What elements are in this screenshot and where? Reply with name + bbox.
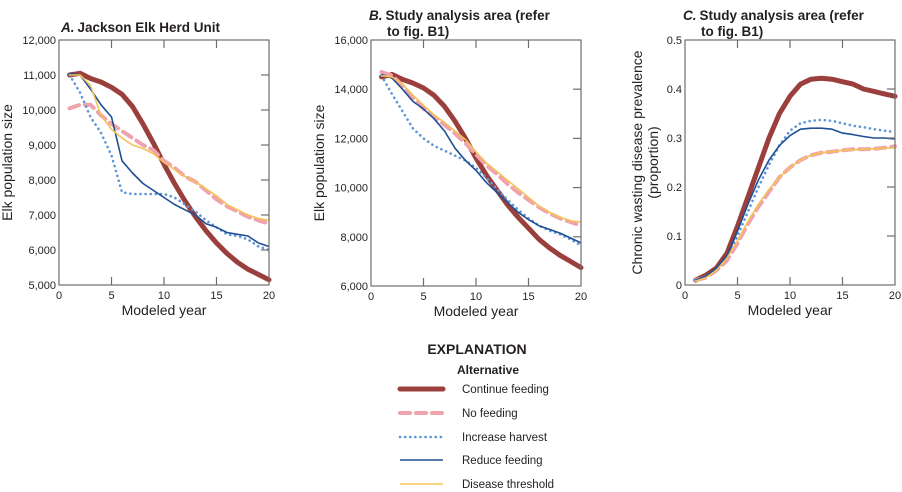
y-tick-label: 12,000 bbox=[334, 133, 368, 145]
y-tick-label: 6,000 bbox=[28, 245, 56, 257]
x-tick-label: 15 bbox=[522, 291, 534, 303]
y-tick-label: 8,000 bbox=[340, 232, 368, 244]
y-axis-label: Chronic wasting disease prevalence bbox=[629, 50, 645, 274]
legend-item: Disease threshold bbox=[400, 479, 554, 491]
x-tick-label: 0 bbox=[368, 291, 374, 303]
series-line-reduce-feeding bbox=[695, 127, 896, 281]
x-tick-label: 10 bbox=[470, 291, 482, 303]
legend-item: No feeding bbox=[398, 408, 518, 420]
series-line-increase-harvest bbox=[380, 74, 583, 247]
x-tick-label: 5 bbox=[420, 291, 426, 303]
legend-item: Increase harvest bbox=[398, 432, 548, 444]
x-axis-label: Modeled year bbox=[434, 303, 519, 319]
series-line-disease-threshold bbox=[695, 147, 896, 282]
chart-panel-b: B. Study analysis area (refer to fig. B1) 0… bbox=[311, 8, 587, 319]
x-tick-label: 10 bbox=[158, 290, 170, 302]
series-line-disease-threshold bbox=[381, 74, 582, 223]
y-tick-label: 11,000 bbox=[23, 70, 56, 82]
chart-title-line: to fig. B1) bbox=[701, 24, 763, 39]
y-tick-label: 16,000 bbox=[334, 35, 368, 47]
series-line-increase-harvest bbox=[68, 73, 271, 252]
x-tick-label: 5 bbox=[734, 290, 740, 302]
series-line-continue-feeding bbox=[693, 75, 898, 283]
y-tick-label: 12,000 bbox=[22, 35, 56, 47]
chart-title: A. Jackson Elk Herd Unit bbox=[60, 20, 221, 35]
legend-label: Increase harvest bbox=[462, 432, 548, 444]
series-line-disease-threshold bbox=[69, 74, 270, 222]
chart-title-line: Jackson Elk Herd Unit bbox=[78, 20, 221, 35]
y-tick-label: 10,000 bbox=[334, 183, 368, 195]
y-tick-label: 8,000 bbox=[28, 175, 56, 187]
x-tick-label: 20 bbox=[263, 290, 275, 302]
y-tick-label: 0.3 bbox=[667, 133, 682, 145]
y-tick-label: 9,000 bbox=[28, 140, 56, 152]
y-tick-label: 10,000 bbox=[22, 105, 56, 117]
panel-letter: C. bbox=[683, 8, 697, 23]
y-axis-label: Elk population size bbox=[0, 104, 15, 221]
series-line-increase-harvest bbox=[694, 118, 897, 282]
y-tick-label: 14,000 bbox=[334, 84, 368, 96]
y-tick-label: 0.1 bbox=[667, 231, 682, 243]
legend-label: Disease threshold bbox=[462, 479, 554, 491]
chart-panel-a: A. Jackson Elk Herd Unit 0 5 10 15 20 5,000 6,00… bbox=[0, 20, 275, 318]
y-tick-label: 7,000 bbox=[28, 210, 56, 222]
x-tick-label: 10 bbox=[784, 290, 796, 302]
y-axis-label: (proportion) bbox=[645, 126, 661, 198]
legend: EXPLANATION Alternative Continue feeding… bbox=[397, 341, 554, 491]
x-tick-label: 5 bbox=[108, 290, 114, 302]
chart-title-line: Study analysis area (refer bbox=[386, 8, 551, 23]
x-axis-label: Modeled year bbox=[122, 302, 207, 318]
legend-label: No feeding bbox=[462, 408, 518, 420]
legend-heading: EXPLANATION bbox=[427, 341, 526, 357]
y-tick-label: 0.5 bbox=[667, 35, 682, 47]
chart-title: C. Study analysis area (refer to fig. B1) bbox=[683, 8, 865, 39]
y-tick-label: 0.4 bbox=[667, 84, 682, 96]
series-line-no-feeding bbox=[379, 70, 583, 228]
x-tick-label: 0 bbox=[682, 290, 688, 302]
chart-title-line: to fig. B1) bbox=[387, 24, 449, 39]
series-line-reduce-feeding bbox=[381, 73, 582, 244]
legend-item: Reduce feeding bbox=[400, 455, 543, 467]
panel-letter: B. bbox=[369, 8, 383, 23]
legend-label: Continue feeding bbox=[462, 384, 549, 396]
chart-title-line: Study analysis area (refer bbox=[700, 8, 865, 23]
y-tick-label: 5,000 bbox=[28, 280, 56, 292]
series-line-continue-feeding bbox=[67, 70, 272, 283]
y-tick-label: 0.2 bbox=[667, 182, 682, 194]
y-axis-label: Elk population size bbox=[311, 104, 327, 221]
series-line-continue-feeding bbox=[379, 71, 584, 271]
x-tick-label: 20 bbox=[575, 291, 587, 303]
legend-subheading: Alternative bbox=[457, 363, 519, 377]
legend-item: Continue feeding bbox=[397, 384, 549, 396]
chart-title: B. Study analysis area (refer to fig. B1) bbox=[369, 8, 551, 39]
x-tick-label: 15 bbox=[836, 290, 848, 302]
panel-letter: A. bbox=[60, 20, 75, 35]
x-axis-label: Modeled year bbox=[748, 302, 833, 318]
x-tick-label: 0 bbox=[56, 290, 62, 302]
y-tick-label: 6,000 bbox=[340, 281, 368, 293]
plot-frame bbox=[684, 39, 896, 286]
chart-panel-c: C. Study analysis area (refer to fig. B1)0… bbox=[629, 8, 901, 318]
x-tick-label: 20 bbox=[889, 290, 901, 302]
series-line-reduce-feeding bbox=[69, 72, 270, 248]
legend-label: Reduce feeding bbox=[462, 455, 543, 467]
series-line-no-feeding bbox=[67, 102, 271, 226]
y-tick-label: 0 bbox=[676, 280, 682, 292]
x-tick-label: 15 bbox=[210, 290, 222, 302]
